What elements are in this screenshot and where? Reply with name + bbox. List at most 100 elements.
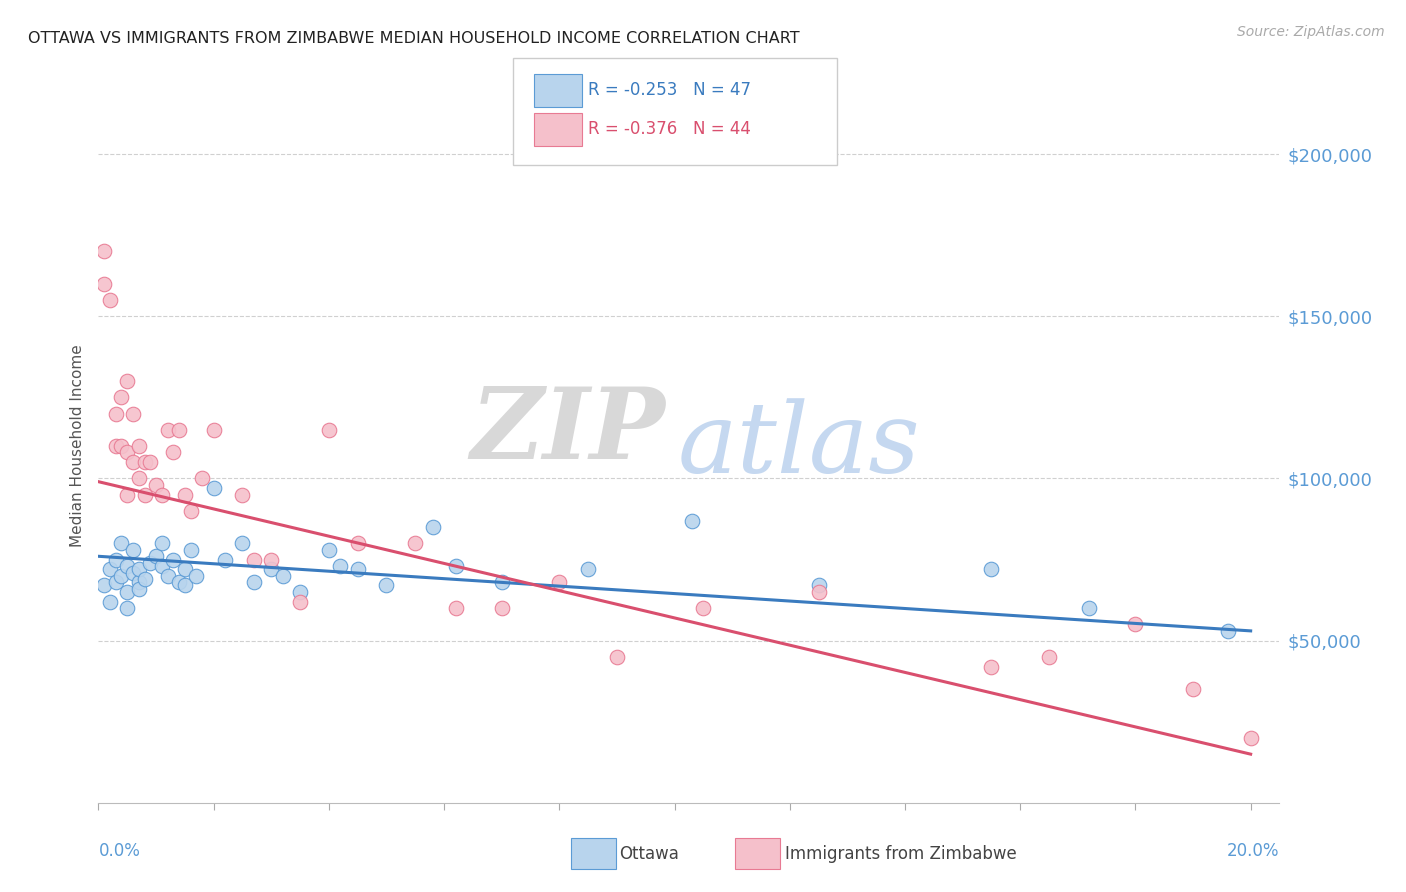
Point	[104, 407, 127, 421]
Point	[156, 423, 179, 437]
Point	[681, 514, 703, 528]
Point	[128, 439, 150, 453]
Point	[329, 559, 352, 574]
Point	[318, 542, 340, 557]
Text: Immigrants from Zimbabwe: Immigrants from Zimbabwe	[785, 845, 1017, 863]
Text: atlas: atlas	[678, 399, 920, 493]
Point	[145, 549, 167, 564]
Point	[150, 536, 173, 550]
Point	[260, 562, 283, 576]
Point	[173, 578, 195, 592]
Point	[145, 478, 167, 492]
Point	[93, 244, 115, 259]
Point	[260, 552, 283, 566]
Point	[576, 562, 599, 576]
Point	[115, 559, 138, 574]
Point	[491, 601, 513, 615]
Point	[173, 488, 195, 502]
Point	[93, 277, 115, 291]
Point	[491, 575, 513, 590]
Text: Ottawa: Ottawa	[619, 845, 679, 863]
Point	[139, 455, 162, 469]
Point	[318, 423, 340, 437]
Point	[444, 601, 467, 615]
Point	[110, 536, 132, 550]
Point	[807, 585, 830, 599]
Point	[128, 582, 150, 596]
Point	[128, 471, 150, 485]
Point	[404, 536, 426, 550]
Point	[186, 568, 208, 582]
Y-axis label: Median Household Income: Median Household Income	[70, 344, 86, 548]
Point	[98, 562, 121, 576]
Point	[807, 578, 830, 592]
Point	[115, 445, 138, 459]
Point	[980, 562, 1002, 576]
Point	[162, 445, 184, 459]
Point	[231, 536, 253, 550]
Point	[548, 575, 571, 590]
Point	[214, 552, 236, 566]
Point	[444, 559, 467, 574]
Point	[422, 520, 444, 534]
Point	[139, 556, 162, 570]
Point	[122, 455, 145, 469]
Point	[202, 423, 225, 437]
Point	[271, 568, 294, 582]
Point	[110, 439, 132, 453]
Point	[202, 481, 225, 495]
Point	[1125, 617, 1147, 632]
Point	[162, 552, 184, 566]
Point	[180, 504, 202, 518]
Point	[1038, 649, 1060, 664]
Point	[375, 578, 398, 592]
Point	[134, 488, 156, 502]
Text: ZIP: ZIP	[471, 384, 665, 480]
Point	[104, 575, 127, 590]
Point	[1182, 682, 1205, 697]
Point	[98, 595, 121, 609]
Point	[115, 601, 138, 615]
Point	[115, 374, 138, 388]
Text: 0.0%: 0.0%	[98, 842, 141, 860]
Point	[134, 455, 156, 469]
Point	[122, 407, 145, 421]
Point	[1240, 731, 1263, 745]
Point	[180, 542, 202, 557]
Point	[191, 471, 214, 485]
Text: OTTAWA VS IMMIGRANTS FROM ZIMBABWE MEDIAN HOUSEHOLD INCOME CORRELATION CHART: OTTAWA VS IMMIGRANTS FROM ZIMBABWE MEDIA…	[28, 31, 800, 46]
Text: R = -0.376   N = 44: R = -0.376 N = 44	[588, 120, 751, 138]
Point	[93, 578, 115, 592]
Point	[980, 659, 1002, 673]
Point	[128, 575, 150, 590]
Point	[150, 559, 173, 574]
Text: R = -0.253   N = 47: R = -0.253 N = 47	[588, 81, 751, 99]
Point	[1078, 601, 1101, 615]
Point	[134, 572, 156, 586]
Point	[1216, 624, 1239, 638]
Point	[288, 595, 311, 609]
Point	[122, 542, 145, 557]
Text: 20.0%: 20.0%	[1227, 842, 1279, 860]
Point	[156, 568, 179, 582]
Point	[110, 390, 132, 404]
Point	[606, 649, 628, 664]
Point	[128, 562, 150, 576]
Point	[288, 585, 311, 599]
Point	[115, 488, 138, 502]
Point	[98, 293, 121, 307]
Point	[692, 601, 714, 615]
Point	[104, 552, 127, 566]
Point	[173, 562, 195, 576]
Point	[346, 562, 368, 576]
Point	[243, 575, 266, 590]
Point	[346, 536, 368, 550]
Point	[110, 568, 132, 582]
Point	[167, 575, 190, 590]
Point	[243, 552, 266, 566]
Point	[150, 488, 173, 502]
Text: Source: ZipAtlas.com: Source: ZipAtlas.com	[1237, 25, 1385, 39]
Point	[122, 566, 145, 580]
Point	[115, 585, 138, 599]
Point	[104, 439, 127, 453]
